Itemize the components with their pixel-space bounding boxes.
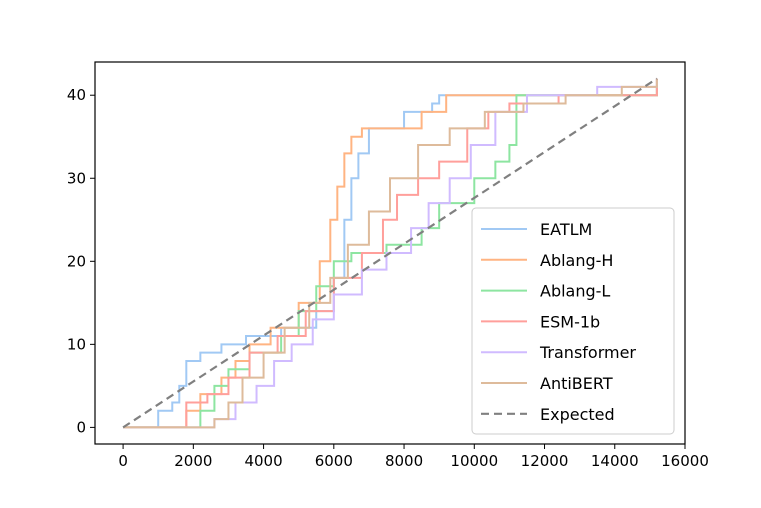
x-tick-label: 0 [118,452,128,470]
legend: EATLM Ablang-H Ablang-L ESM-1b Transformer An… [471,207,675,435]
legend-label: AntiBERT [540,374,613,393]
series-line-antibert [123,78,658,429]
x-tick-label: 4000 [244,452,282,470]
x-tick-label: 16000 [661,452,709,470]
x-tick-label: 12000 [521,452,569,470]
x-tick-label: 14000 [591,452,639,470]
legend-label: Ablang-L [540,282,610,301]
series-layer [122,77,658,429]
y-tick-label: 20 [67,252,86,270]
x-axis: 0 2000 4000 6000 8000 10000 12000 14000 16000 [118,444,709,470]
y-tick-label: 40 [67,86,86,104]
y-tick-label: 10 [67,335,86,353]
plot-frame [94,61,686,445]
y-tick-label: 30 [67,169,86,187]
legend-label: EATLM [540,220,592,239]
x-tick-label: 10000 [450,452,498,470]
legend-label: Transformer [539,343,636,362]
series-line-expected [122,77,658,429]
y-axis: 0 10 20 30 40 [67,86,95,436]
legend-label: Ablang-H [540,251,613,270]
series-line-ablang-l [123,86,658,429]
x-tick-label: 2000 [174,452,212,470]
legend-label: Expected [540,405,615,424]
legend-label: ESM-1b [540,312,600,331]
x-tick-label: 6000 [315,452,353,470]
legend-box [471,207,675,435]
y-tick-label: 0 [76,418,86,436]
x-tick-label: 8000 [385,452,423,470]
